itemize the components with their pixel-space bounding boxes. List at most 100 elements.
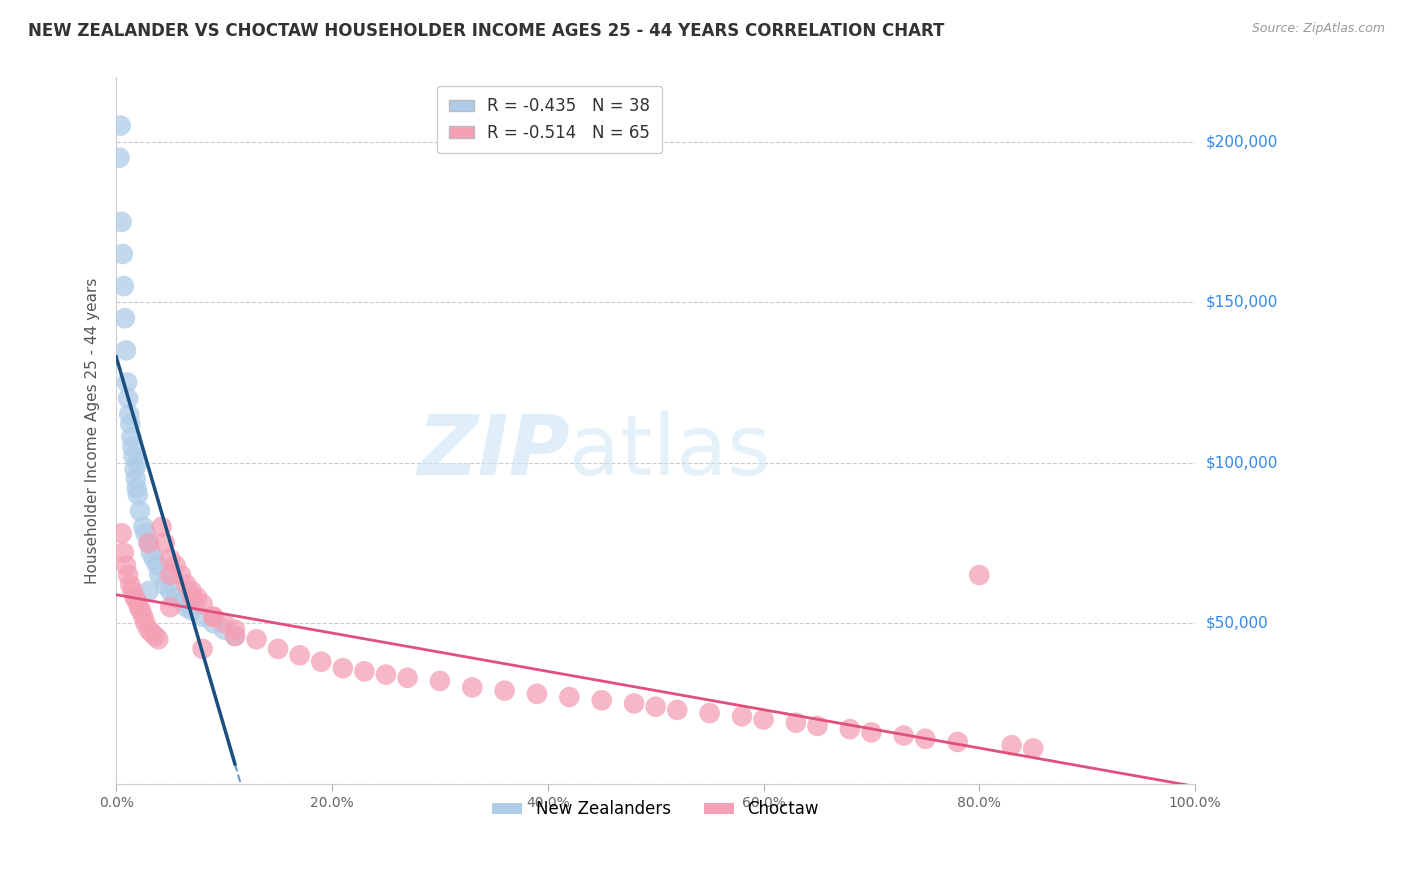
Point — [118, 408, 141, 422]
Point — [108, 151, 131, 165]
Point — [191, 641, 214, 656]
Point — [731, 709, 754, 723]
Point — [224, 623, 246, 637]
Point — [138, 536, 160, 550]
Point — [114, 311, 136, 326]
Point — [159, 568, 181, 582]
Point — [969, 568, 991, 582]
Point — [644, 699, 666, 714]
Point — [1022, 741, 1045, 756]
Point — [132, 520, 155, 534]
Point — [111, 247, 134, 261]
Point — [120, 577, 142, 591]
Text: $150,000: $150,000 — [1206, 294, 1278, 310]
Point — [153, 536, 176, 550]
Point — [138, 536, 160, 550]
Point — [117, 568, 139, 582]
Point — [132, 609, 155, 624]
Point — [461, 681, 484, 695]
Point — [202, 616, 225, 631]
Point — [112, 545, 135, 559]
Point — [176, 600, 198, 615]
Text: $100,000: $100,000 — [1206, 455, 1278, 470]
Point — [159, 584, 181, 599]
Point — [180, 584, 202, 599]
Point — [591, 693, 613, 707]
Point — [1001, 738, 1024, 752]
Point — [134, 616, 156, 631]
Point — [125, 482, 148, 496]
Point — [375, 667, 398, 681]
Point — [122, 450, 145, 464]
Point — [202, 609, 225, 624]
Point — [558, 690, 581, 704]
Point — [186, 591, 208, 605]
Point — [150, 520, 173, 534]
Point — [191, 597, 214, 611]
Point — [129, 603, 152, 617]
Point — [288, 648, 311, 663]
Point — [129, 504, 152, 518]
Point — [146, 558, 169, 573]
Point — [170, 568, 193, 582]
Point — [224, 629, 246, 643]
Point — [138, 623, 160, 637]
Point — [699, 706, 721, 720]
Point — [111, 526, 134, 541]
Point — [893, 729, 915, 743]
Point — [429, 673, 451, 688]
Point — [117, 392, 139, 406]
Point — [267, 641, 290, 656]
Point — [806, 719, 828, 733]
Point — [128, 600, 150, 615]
Point — [946, 735, 969, 749]
Text: Source: ZipAtlas.com: Source: ZipAtlas.com — [1251, 22, 1385, 36]
Point — [224, 629, 246, 643]
Point — [124, 591, 146, 605]
Point — [176, 577, 198, 591]
Point — [526, 687, 548, 701]
Point — [170, 593, 193, 607]
Point — [353, 665, 375, 679]
Point — [159, 552, 181, 566]
Point — [120, 430, 142, 444]
Point — [125, 472, 148, 486]
Point — [110, 119, 132, 133]
Point — [134, 526, 156, 541]
Point — [860, 725, 883, 739]
Point — [666, 703, 689, 717]
Point — [165, 591, 187, 605]
Point — [212, 616, 235, 631]
Point — [111, 215, 134, 229]
Legend: New Zealanders, Choctaw: New Zealanders, Choctaw — [485, 794, 825, 825]
Point — [124, 462, 146, 476]
Point — [148, 568, 170, 582]
Text: ZIP: ZIP — [416, 411, 569, 492]
Point — [141, 625, 163, 640]
Text: $50,000: $50,000 — [1206, 615, 1268, 631]
Point — [153, 577, 176, 591]
Point — [332, 661, 354, 675]
Point — [245, 632, 267, 647]
Point — [494, 683, 516, 698]
Point — [914, 731, 936, 746]
Point — [127, 456, 149, 470]
Point — [180, 591, 202, 605]
Point — [125, 593, 148, 607]
Y-axis label: Householder Income Ages 25 - 44 years: Householder Income Ages 25 - 44 years — [86, 277, 100, 583]
Point — [112, 279, 135, 293]
Point — [120, 417, 142, 432]
Point — [752, 713, 775, 727]
Point — [143, 552, 166, 566]
Point — [121, 584, 143, 599]
Text: $200,000: $200,000 — [1206, 134, 1278, 149]
Point — [309, 655, 332, 669]
Point — [202, 609, 225, 624]
Point — [115, 343, 138, 358]
Point — [148, 632, 170, 647]
Point — [115, 558, 138, 573]
Point — [165, 558, 187, 573]
Point — [212, 623, 235, 637]
Point — [115, 376, 138, 390]
Point — [785, 715, 807, 730]
